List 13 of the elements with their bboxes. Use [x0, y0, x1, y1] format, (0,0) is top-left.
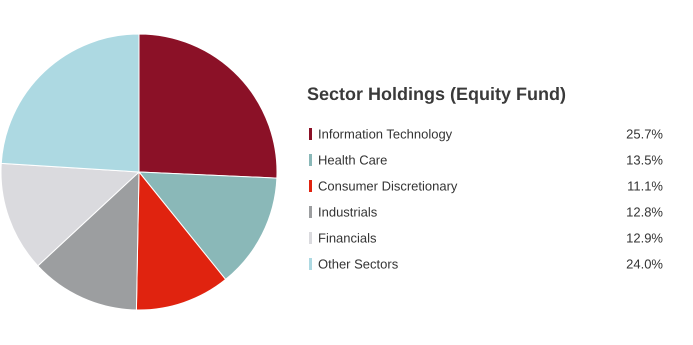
data-label: 13.5%	[626, 152, 664, 168]
legend-label: Health Care	[318, 152, 388, 168]
data-label: 11.1%	[627, 178, 664, 194]
data-label: 12.9%	[626, 230, 664, 246]
legend-label: Information Technology	[318, 126, 453, 142]
legend-label: Consumer Discretionary	[318, 178, 458, 194]
legend-label: Other Sectors	[318, 256, 399, 272]
legend-label: Industrials	[318, 204, 378, 220]
text: Sector Holdings (Equity Fund)	[307, 84, 566, 104]
legend-label: Financials	[318, 230, 378, 246]
data-label: 12.8%	[626, 204, 664, 220]
data-label: 25.7%	[626, 126, 664, 142]
data-label: 24.0%	[626, 256, 664, 272]
